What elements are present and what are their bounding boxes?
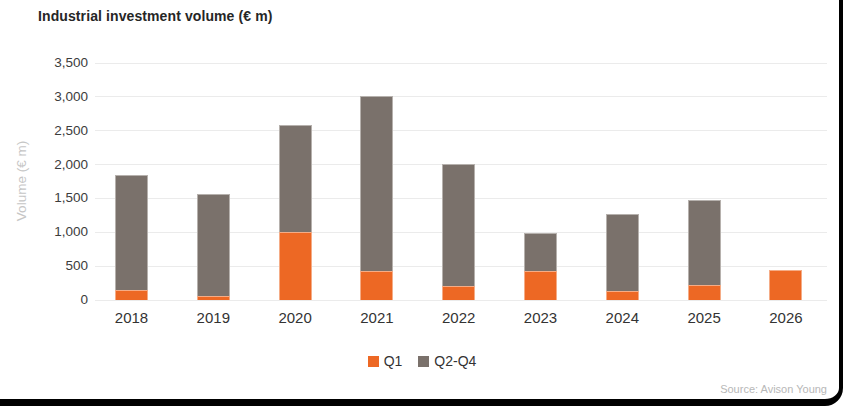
source-note: Source: Avison Young — [720, 383, 827, 395]
legend-swatch-icon — [368, 356, 379, 367]
bar-stack-2022 — [442, 164, 475, 300]
plot-area — [95, 63, 827, 300]
legend-label: Q2-Q4 — [434, 353, 476, 369]
bar-segment-q1-2019 — [197, 296, 230, 300]
y-tick-label: 2,000 — [30, 157, 88, 172]
x-tick-label-2023: 2023 — [505, 309, 577, 326]
bar-stack-2026 — [769, 270, 802, 300]
bar-segment-q2q4-2018 — [115, 175, 148, 289]
y-tick-label: 1,000 — [30, 224, 88, 239]
gridline — [95, 130, 827, 131]
y-tick-label: 500 — [30, 258, 88, 273]
y-axis-title: Volume (€ m) — [14, 141, 29, 221]
bar-segment-q1-2021 — [360, 271, 393, 300]
y-tick-label: 1,500 — [30, 190, 88, 205]
x-tick-label-2025: 2025 — [668, 309, 740, 326]
legend-swatch-icon — [418, 356, 429, 367]
legend-label: Q1 — [384, 353, 403, 369]
bar-segment-q2q4-2019 — [197, 194, 230, 296]
bar-segment-q1-2020 — [279, 232, 312, 300]
x-tick-label-2026: 2026 — [750, 309, 822, 326]
bar-segment-q1-2026 — [769, 270, 802, 300]
bar-stack-2023 — [524, 233, 557, 300]
bar-segment-q2q4-2022 — [442, 164, 475, 287]
chart-legend: Q1 Q2-Q4 — [56, 351, 788, 371]
x-tick-label-2018: 2018 — [96, 309, 168, 326]
x-tick-label-2020: 2020 — [259, 309, 331, 326]
x-tick-label-2024: 2024 — [586, 309, 658, 326]
bar-segment-q1-2023 — [524, 271, 557, 300]
x-tick-label-2021: 2021 — [341, 309, 413, 326]
bar-stack-2024 — [606, 214, 639, 300]
x-tick-label-2019: 2019 — [177, 309, 249, 326]
bar-segment-q2q4-2020 — [279, 125, 312, 233]
bar-stack-2018 — [115, 175, 148, 300]
gridline — [95, 96, 827, 97]
bar-segment-q1-2024 — [606, 291, 639, 300]
y-tick-label: 3,500 — [30, 55, 88, 70]
bar-stack-2025 — [688, 200, 721, 300]
y-tick-label: 3,000 — [30, 89, 88, 104]
bar-stack-2019 — [197, 194, 230, 300]
bar-segment-q2q4-2023 — [524, 233, 557, 271]
bar-segment-q2q4-2024 — [606, 214, 639, 291]
chart-card: Industrial investment volume (€ m) Volum… — [0, 0, 844, 412]
chart-title: Industrial investment volume (€ m) — [38, 8, 272, 24]
bar-segment-q1-2025 — [688, 285, 721, 300]
bar-segment-q1-2022 — [442, 286, 475, 300]
x-tick-label-2022: 2022 — [423, 309, 495, 326]
bar-stack-2020 — [279, 125, 312, 300]
bar-segment-q2q4-2025 — [688, 200, 721, 285]
y-tick-label: 0 — [30, 292, 88, 307]
legend-item-q1: Q1 — [368, 353, 403, 369]
bar-segment-q1-2018 — [115, 290, 148, 300]
y-tick-label: 2,500 — [30, 123, 88, 138]
bar-stack-2021 — [360, 96, 393, 300]
bar-segment-q2q4-2021 — [360, 96, 393, 271]
gridline — [95, 63, 827, 64]
legend-item-q2q4: Q2-Q4 — [418, 353, 476, 369]
